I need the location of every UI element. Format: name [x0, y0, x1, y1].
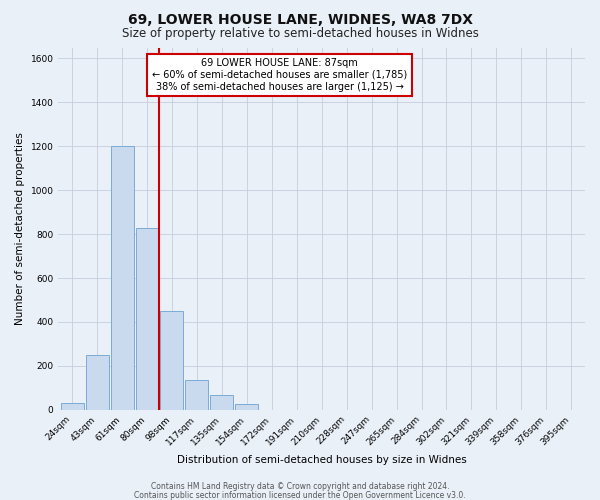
- Y-axis label: Number of semi-detached properties: Number of semi-detached properties: [15, 132, 25, 325]
- Text: 69, LOWER HOUSE LANE, WIDNES, WA8 7DX: 69, LOWER HOUSE LANE, WIDNES, WA8 7DX: [128, 12, 473, 26]
- Text: Size of property relative to semi-detached houses in Widnes: Size of property relative to semi-detach…: [122, 28, 478, 40]
- Bar: [235, 404, 259, 409]
- Bar: [160, 311, 184, 410]
- Bar: [185, 380, 208, 410]
- Bar: [110, 146, 134, 410]
- Bar: [136, 228, 158, 410]
- Bar: [61, 403, 83, 409]
- Text: Contains HM Land Registry data © Crown copyright and database right 2024.: Contains HM Land Registry data © Crown c…: [151, 482, 449, 491]
- Bar: [211, 396, 233, 409]
- X-axis label: Distribution of semi-detached houses by size in Widnes: Distribution of semi-detached houses by …: [177, 455, 467, 465]
- Bar: [86, 355, 109, 410]
- Text: Contains public sector information licensed under the Open Government Licence v3: Contains public sector information licen…: [134, 490, 466, 500]
- Text: 69 LOWER HOUSE LANE: 87sqm
← 60% of semi-detached houses are smaller (1,785)
38%: 69 LOWER HOUSE LANE: 87sqm ← 60% of semi…: [152, 58, 407, 92]
